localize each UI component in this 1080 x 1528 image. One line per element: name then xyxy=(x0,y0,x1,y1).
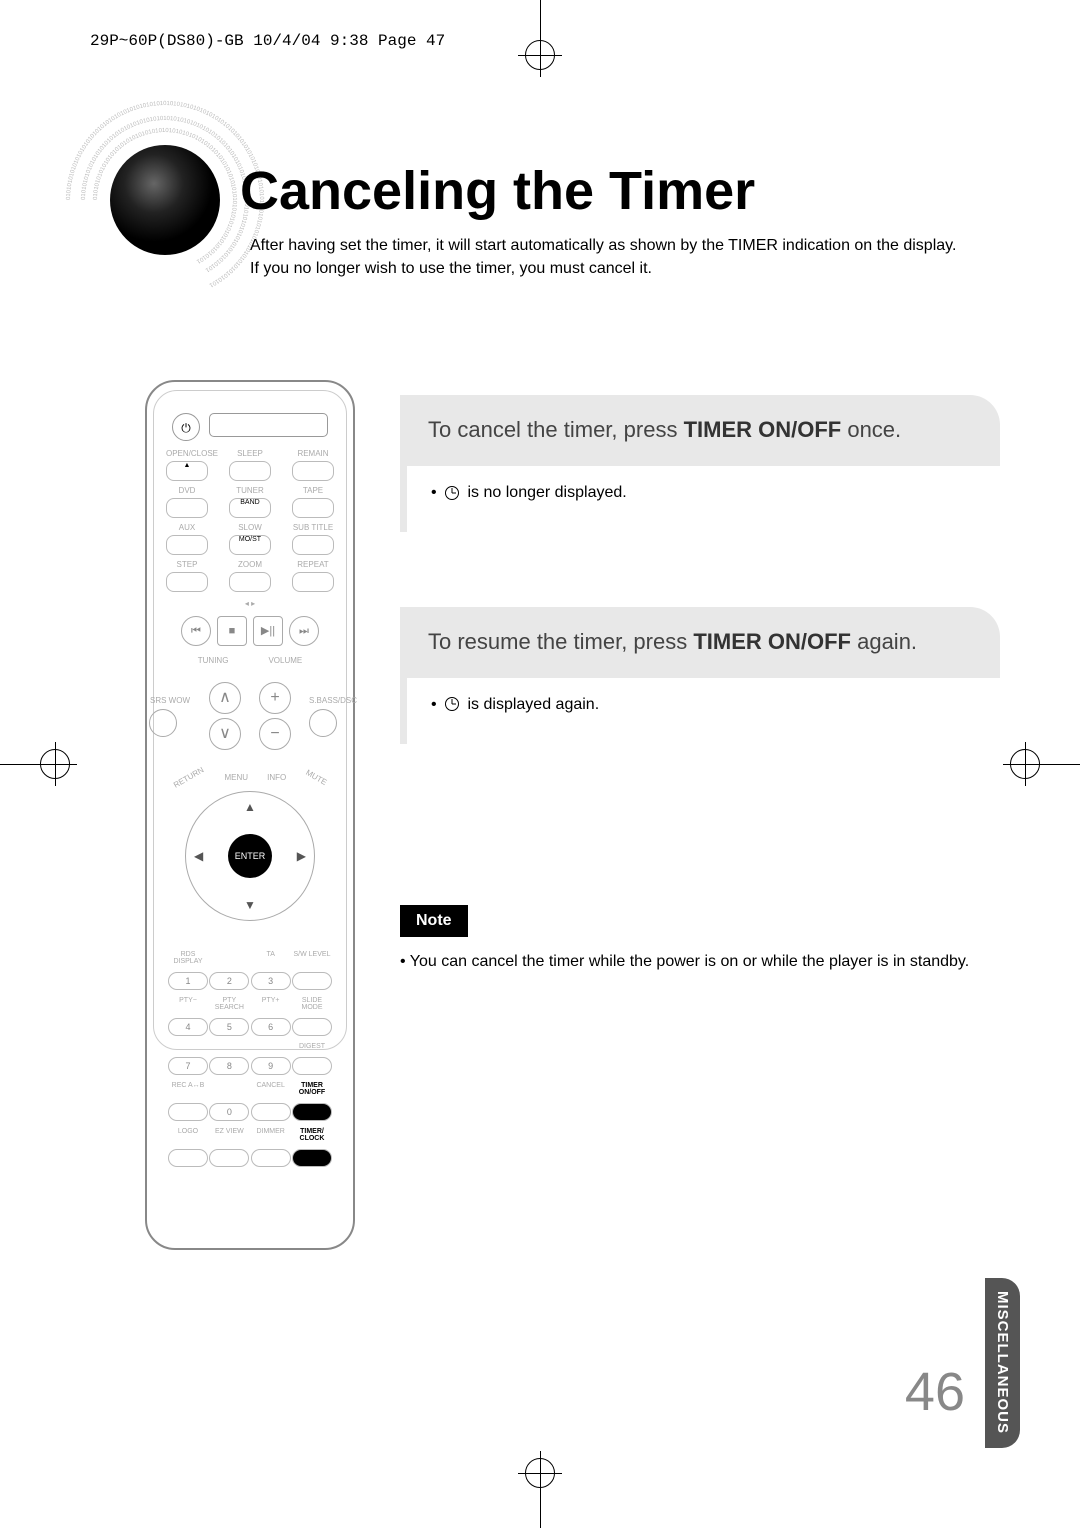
step-cancel: To cancel the timer, press TIMER ON/OFF … xyxy=(400,395,1000,532)
step-resume-header: To resume the timer, press TIMER ON/OFF … xyxy=(400,607,1000,678)
play-pause-button: ▶|| xyxy=(253,616,283,646)
note-label: Note xyxy=(401,906,467,936)
note-text: • You can cancel the timer while the pow… xyxy=(400,953,1000,971)
step-button xyxy=(166,572,208,592)
timer-clock-button xyxy=(292,1149,332,1167)
remain-button xyxy=(292,461,334,481)
remote-display xyxy=(209,413,328,437)
remote-control: ⏻ OPEN/CLOSE SLEEP REMAIN ▲ DVD TUNER TA… xyxy=(145,380,355,1250)
volume-up: + xyxy=(259,682,291,714)
header-meta: 29P~60P(DS80)-GB 10/4/04 9:38 Page 47 xyxy=(90,32,445,50)
speaker-graphic: 0101010101010101010101010101010101010101… xyxy=(60,95,270,305)
srs-button xyxy=(149,709,177,737)
keypad: RDS DISPLAY TA S/W LEVEL 1 2 3 PTY− PTY … xyxy=(168,951,332,1174)
tuner-button: BAND xyxy=(229,498,271,518)
crop-mark-top xyxy=(525,0,555,70)
step-resume-body: • is displayed again. xyxy=(400,678,1000,744)
dvd-button xyxy=(166,498,208,518)
crop-mark-left xyxy=(0,749,70,779)
timer-onoff-button xyxy=(292,1103,332,1121)
crop-mark-right xyxy=(1010,749,1080,779)
next-button: ⏭ xyxy=(289,616,319,646)
open-close-button: ▲ xyxy=(166,461,208,481)
clock-icon xyxy=(445,697,459,711)
sleep-button xyxy=(229,461,271,481)
repeat-button xyxy=(292,572,334,592)
clock-icon xyxy=(445,486,459,500)
page-title: Canceling the Timer xyxy=(240,160,755,222)
step-resume: To resume the timer, press TIMER ON/OFF … xyxy=(400,607,1000,744)
intro-line1: After having set the timer, it will star… xyxy=(250,237,956,254)
power-button: ⏻ xyxy=(172,413,200,441)
step-cancel-body: • is no longer displayed. xyxy=(400,466,1000,532)
stop-button: ■ xyxy=(217,616,247,646)
prev-button: ⏮ xyxy=(181,616,211,646)
nav-pad: ▲ ▼ ◀ ▶ ENTER xyxy=(185,791,315,921)
enter-button: ENTER xyxy=(228,834,272,878)
step-cancel-header: To cancel the timer, press TIMER ON/OFF … xyxy=(400,395,1000,466)
crop-mark-bottom xyxy=(525,1458,555,1528)
zoom-button xyxy=(229,572,271,592)
content-area: To cancel the timer, press TIMER ON/OFF … xyxy=(400,395,1000,819)
aux-button xyxy=(166,535,208,555)
volume-down: − xyxy=(259,718,291,750)
subtitle-button xyxy=(292,535,334,555)
slow-button: MO/ST xyxy=(229,535,271,555)
tuning-down: ∨ xyxy=(209,718,241,750)
section-tab: MISCELLANEOUS xyxy=(985,1278,1020,1448)
tuning-up: ∧ xyxy=(209,682,241,714)
sbass-button xyxy=(309,709,337,737)
intro-text: After having set the timer, it will star… xyxy=(250,234,1000,280)
intro-line2: If you no longer wish to use the timer, … xyxy=(250,260,652,277)
tape-button xyxy=(292,498,334,518)
note-section: Note • You can cancel the timer while th… xyxy=(400,905,1000,971)
page-number: 46 xyxy=(905,1361,965,1423)
